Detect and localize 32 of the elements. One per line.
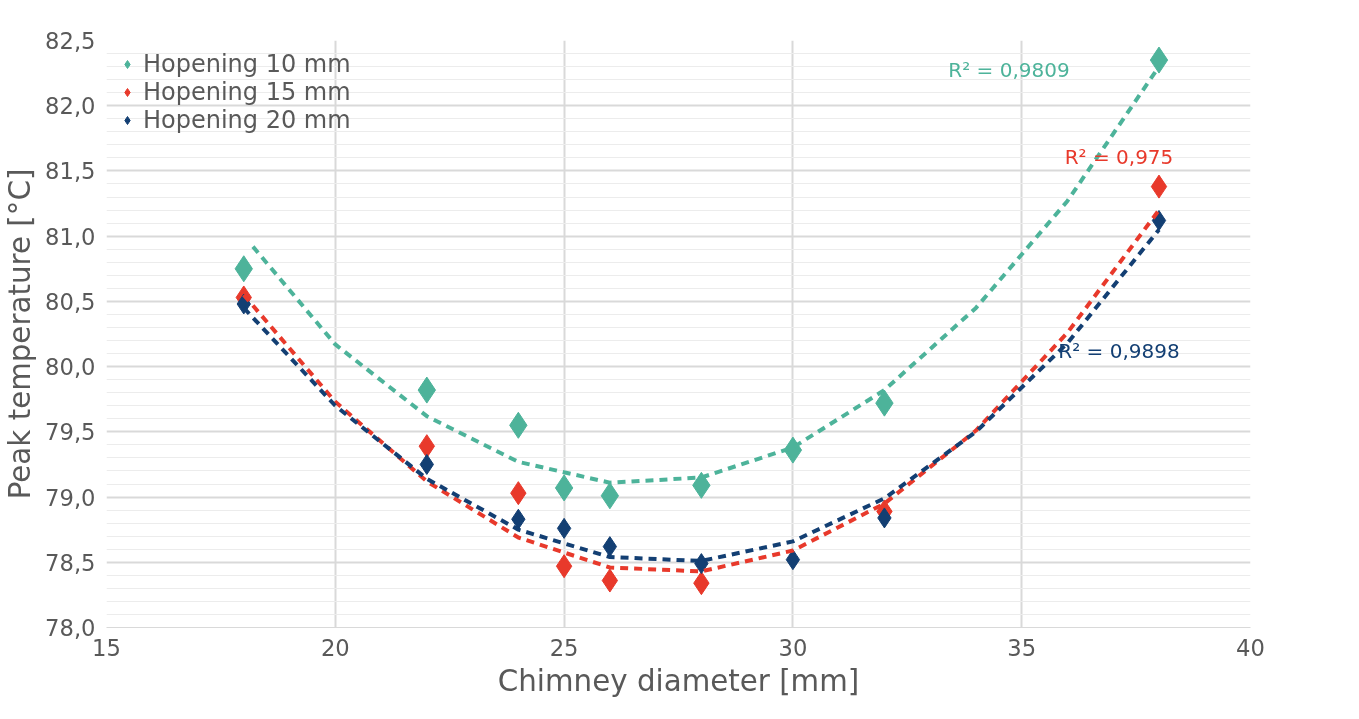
y-tick-label: 80,0 <box>45 354 96 381</box>
x-tick-label: 30 <box>778 634 808 661</box>
y-tick-label: 81,5 <box>45 158 96 185</box>
point <box>556 517 572 539</box>
x-axis-title: Chimney diameter [mm] <box>497 663 860 698</box>
annotation: R² = 0,975 <box>1064 144 1174 169</box>
y-axis-title: Peak temperature [°C] <box>3 168 38 500</box>
x-tick-label: 40 <box>1236 634 1265 661</box>
y-tick-label: 80,5 <box>45 288 96 315</box>
point <box>555 554 573 579</box>
point <box>554 474 574 502</box>
x-tick-label: 15 <box>92 634 121 661</box>
y-tick-label: 82,0 <box>45 93 96 120</box>
legend-label: Hopening 10 mm <box>143 50 351 78</box>
point <box>785 549 801 571</box>
point <box>1149 46 1169 74</box>
point <box>602 536 618 558</box>
x-tick-label: 35 <box>1007 634 1037 661</box>
point <box>601 568 619 593</box>
legend-label: Hopening 15 mm <box>143 78 351 106</box>
annotation: R² = 0,9809 <box>948 58 1070 83</box>
y-tick-label: 78,5 <box>45 549 96 576</box>
x-tick-label: 25 <box>549 634 579 661</box>
point <box>1150 174 1168 199</box>
y-tick-label: 82,5 <box>45 28 96 54</box>
y-tick-label: 79,5 <box>45 419 96 446</box>
point <box>600 482 620 510</box>
point <box>1151 210 1167 232</box>
x-tick-label: 20 <box>320 634 350 661</box>
y-tick-label: 81,0 <box>45 223 96 250</box>
legend-label: Hopening 20 mm <box>143 106 351 134</box>
y-tick-label: 79,0 <box>45 484 96 511</box>
